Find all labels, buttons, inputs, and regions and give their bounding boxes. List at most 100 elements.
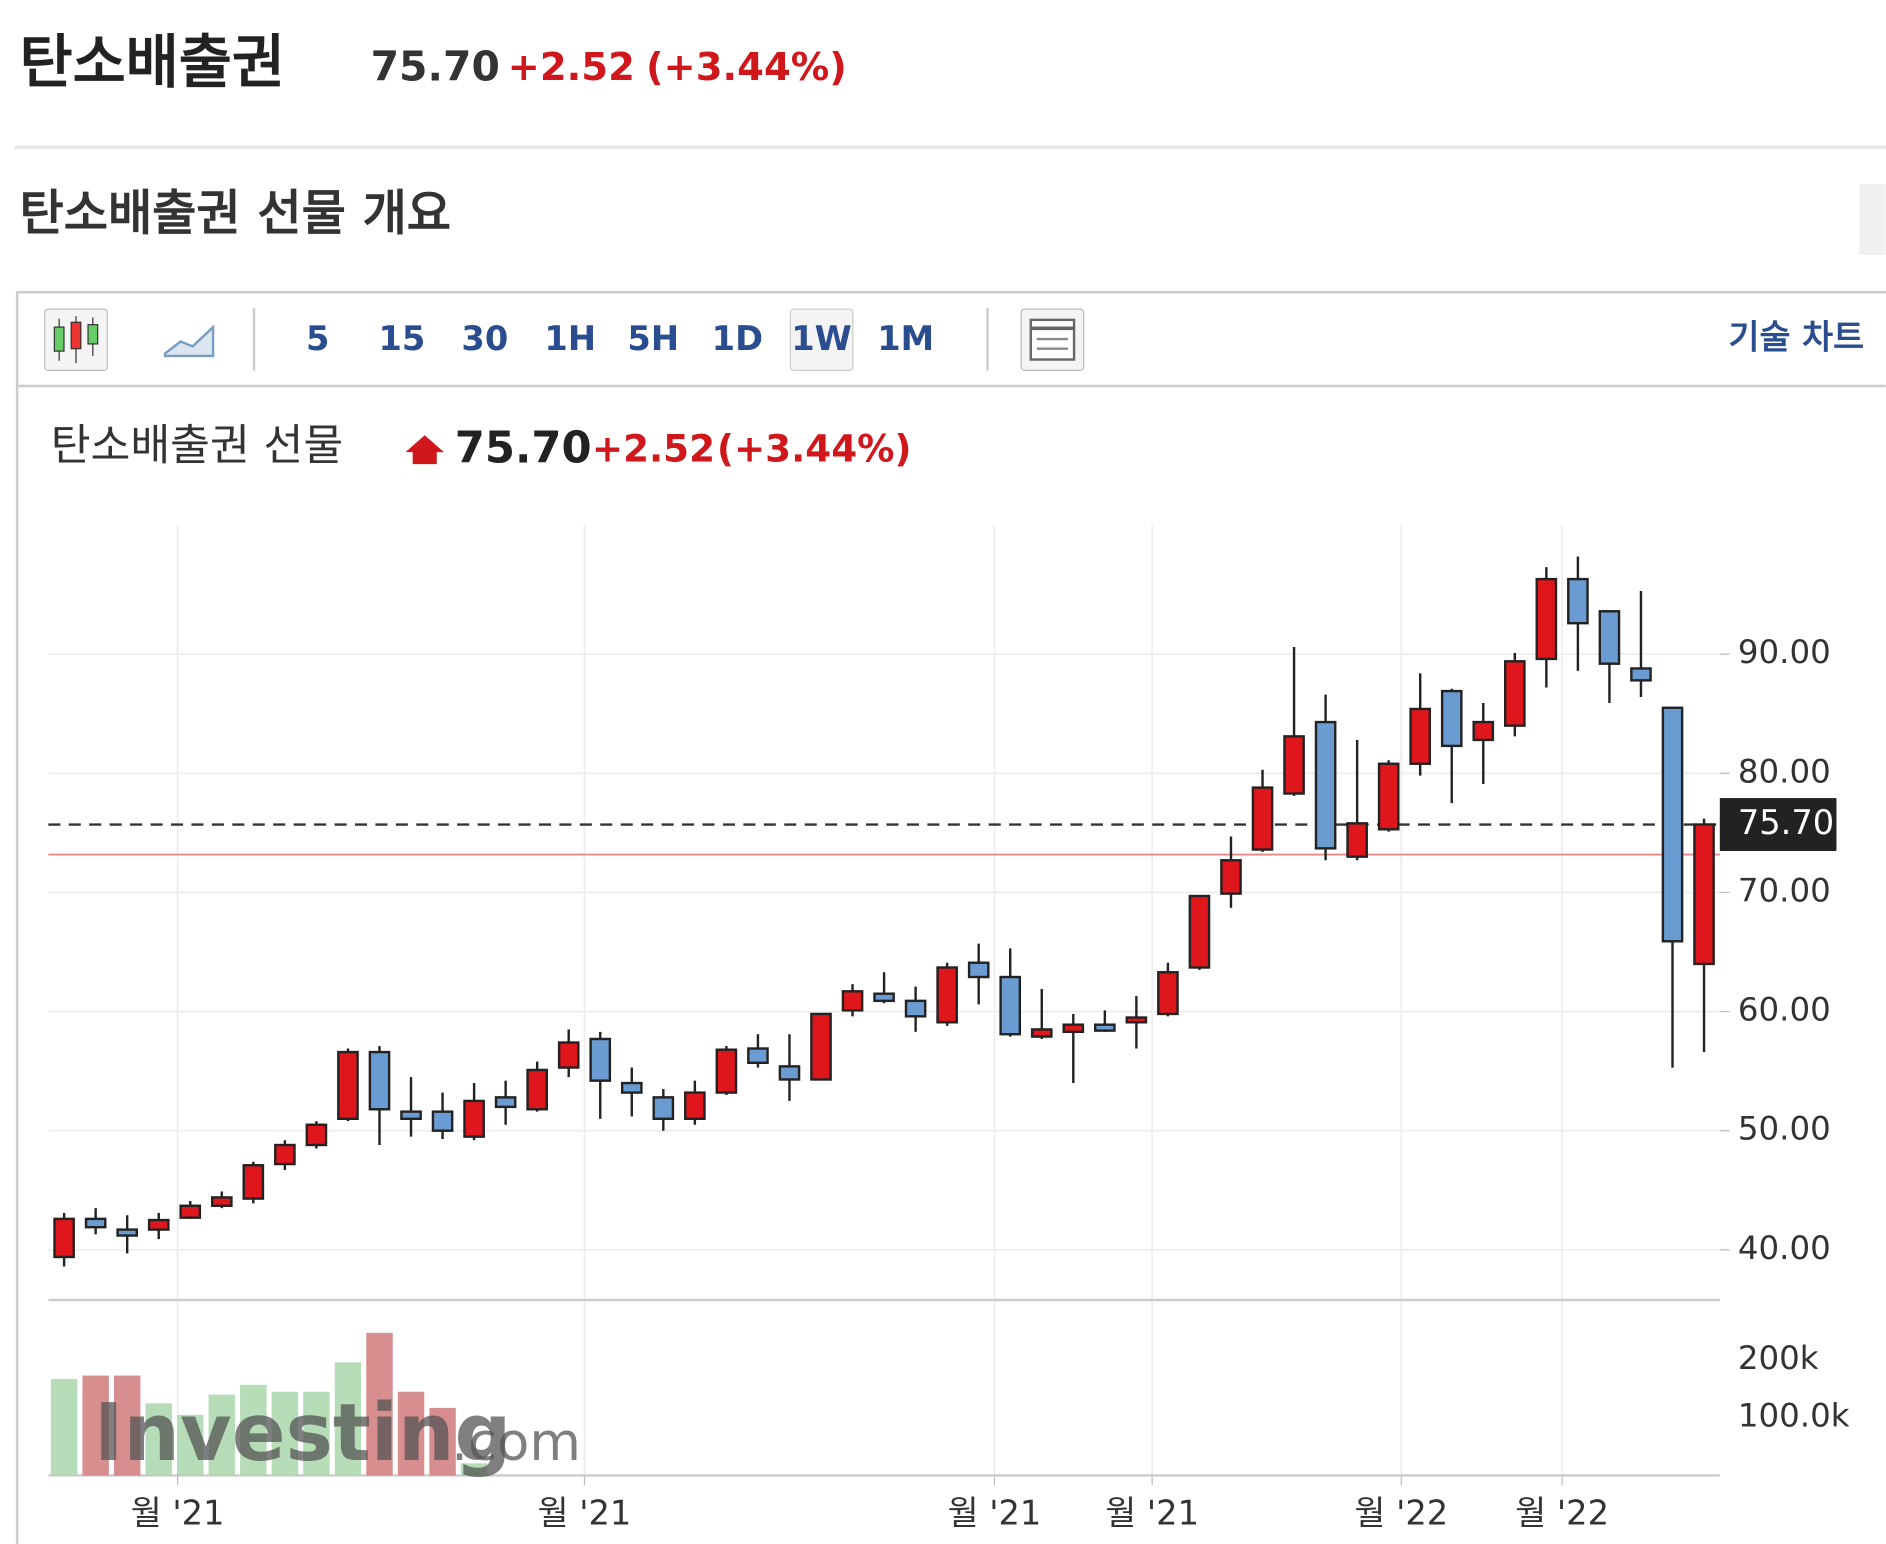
candle-body (1630, 667, 1652, 682)
candle-body (936, 966, 958, 1024)
candle-body (1220, 859, 1242, 895)
y-tick-label: 50.00 (1738, 1110, 1831, 1148)
interval-button[interactable]: 1M (877, 319, 934, 358)
candle-body (274, 1143, 296, 1166)
candle-body (1598, 610, 1621, 665)
plot: 40.00 50.00 60.00 70.00 80.00 90.00 월 '21 월 '21… (48, 525, 1850, 1533)
y-tick-label: 60.00 (1738, 991, 1831, 1029)
candle-body (1377, 762, 1400, 831)
candle-body (147, 1218, 170, 1231)
chart-frame (15, 291, 1886, 1544)
last-price-label: 75.70 (1738, 803, 1834, 842)
candle-body (684, 1091, 706, 1120)
volume-bar (240, 1384, 267, 1476)
section-title: 탄소배출권 선물 개요 (19, 185, 451, 241)
x-tick-label: 월 '22 (1515, 1494, 1609, 1533)
candle-body (778, 1065, 801, 1081)
candle-body (1535, 577, 1558, 661)
candle-body (53, 1217, 75, 1259)
header-price: 75.70 (371, 43, 500, 91)
last-price-box (1719, 798, 1837, 851)
candle-body (1661, 706, 1684, 943)
candle-body (431, 1110, 454, 1132)
line-tool[interactable] (163, 324, 215, 358)
legend-change-pct: (+3.44%) (717, 426, 912, 470)
interval-button[interactable]: 1H (544, 319, 596, 358)
volume-bar (50, 1379, 78, 1476)
candle-body (179, 1204, 202, 1219)
selected-interval[interactable] (789, 308, 854, 371)
candle-body (1188, 894, 1211, 969)
interval-button[interactable]: 1W (791, 319, 852, 358)
volume-tick-label: 100.0k (1738, 1397, 1850, 1435)
candle-tool[interactable] (44, 308, 108, 371)
x-tick-label: 월 '21 (1105, 1494, 1199, 1533)
candle-body (116, 1228, 139, 1237)
candle-body (1157, 971, 1179, 1016)
candle-body (526, 1068, 548, 1111)
candle-body (242, 1164, 265, 1200)
volume-bar (429, 1407, 456, 1476)
candle-body (715, 1048, 738, 1094)
watermark-suffix: .com (451, 1412, 581, 1473)
legend-price: 75.70 (455, 423, 592, 473)
volume-bar (113, 1375, 141, 1476)
y-tick-label: 40.00 (1738, 1229, 1831, 1267)
interval-button[interactable]: 1D (712, 319, 763, 358)
header-change: +2.52 (508, 45, 635, 90)
y-tick-label: 80.00 (1738, 752, 1831, 790)
candle-body (1567, 577, 1589, 625)
y-tick-label: 90.00 (1738, 633, 1831, 671)
candle-body (1283, 735, 1305, 795)
candle-body (1251, 786, 1274, 851)
candle-body (1472, 720, 1495, 742)
candle-body (337, 1050, 359, 1120)
icon-body (70, 321, 82, 350)
divider (14, 145, 1886, 150)
candle-body (652, 1096, 675, 1120)
y-tick-label: 70.00 (1738, 871, 1831, 909)
side-box (1859, 183, 1886, 255)
volume-bar (82, 1375, 109, 1476)
volume-bar (208, 1394, 236, 1476)
volume-bar (271, 1391, 299, 1476)
candle-body (368, 1050, 391, 1111)
candle-body (999, 975, 1022, 1036)
legend-title: 탄소배출권 선물 (51, 421, 343, 471)
interval-button[interactable]: 5 (306, 319, 329, 358)
candle-body (305, 1123, 328, 1147)
candle-body (400, 1110, 422, 1120)
layout-tool[interactable] (1020, 308, 1085, 371)
candle-body (463, 1099, 485, 1138)
candle-body (557, 1041, 580, 1069)
candle-body (1409, 707, 1432, 765)
volume-bar (334, 1362, 362, 1476)
candle-body (904, 999, 927, 1018)
instrument-title: 탄소배출권 (19, 28, 284, 96)
x-tick-label: 월 '21 (131, 1494, 225, 1533)
candle-body (1693, 823, 1715, 966)
x-tick-label: 월 '22 (1354, 1494, 1448, 1533)
candle-body (84, 1217, 107, 1229)
candle-body (1094, 1023, 1116, 1032)
candle-body (873, 992, 895, 1003)
interval-button[interactable]: 30 (461, 319, 508, 358)
x-tick-label: 월 '21 (948, 1494, 1042, 1533)
interval-buttons: 5 15 30 1H 5H 1D 1W 1M (306, 308, 934, 371)
candle-body (1346, 822, 1368, 858)
candle-body (747, 1047, 769, 1065)
line-icon[interactable] (163, 324, 215, 358)
legend-change: +2.52 (592, 426, 715, 470)
volume-bar (366, 1332, 393, 1476)
candle-body (1030, 1028, 1053, 1038)
candle-body (620, 1081, 643, 1094)
x-tick-label: 월 '21 (538, 1494, 632, 1533)
interval-button[interactable]: 5H (627, 319, 679, 358)
candle-body (1503, 660, 1526, 727)
interval-button[interactable]: 15 (378, 319, 425, 358)
volume-tick-label: 200k (1738, 1339, 1819, 1377)
technical-chart-link[interactable]: 기술 차트 (1729, 318, 1865, 357)
volume-bar (177, 1414, 204, 1476)
volume-bar (460, 1463, 488, 1476)
